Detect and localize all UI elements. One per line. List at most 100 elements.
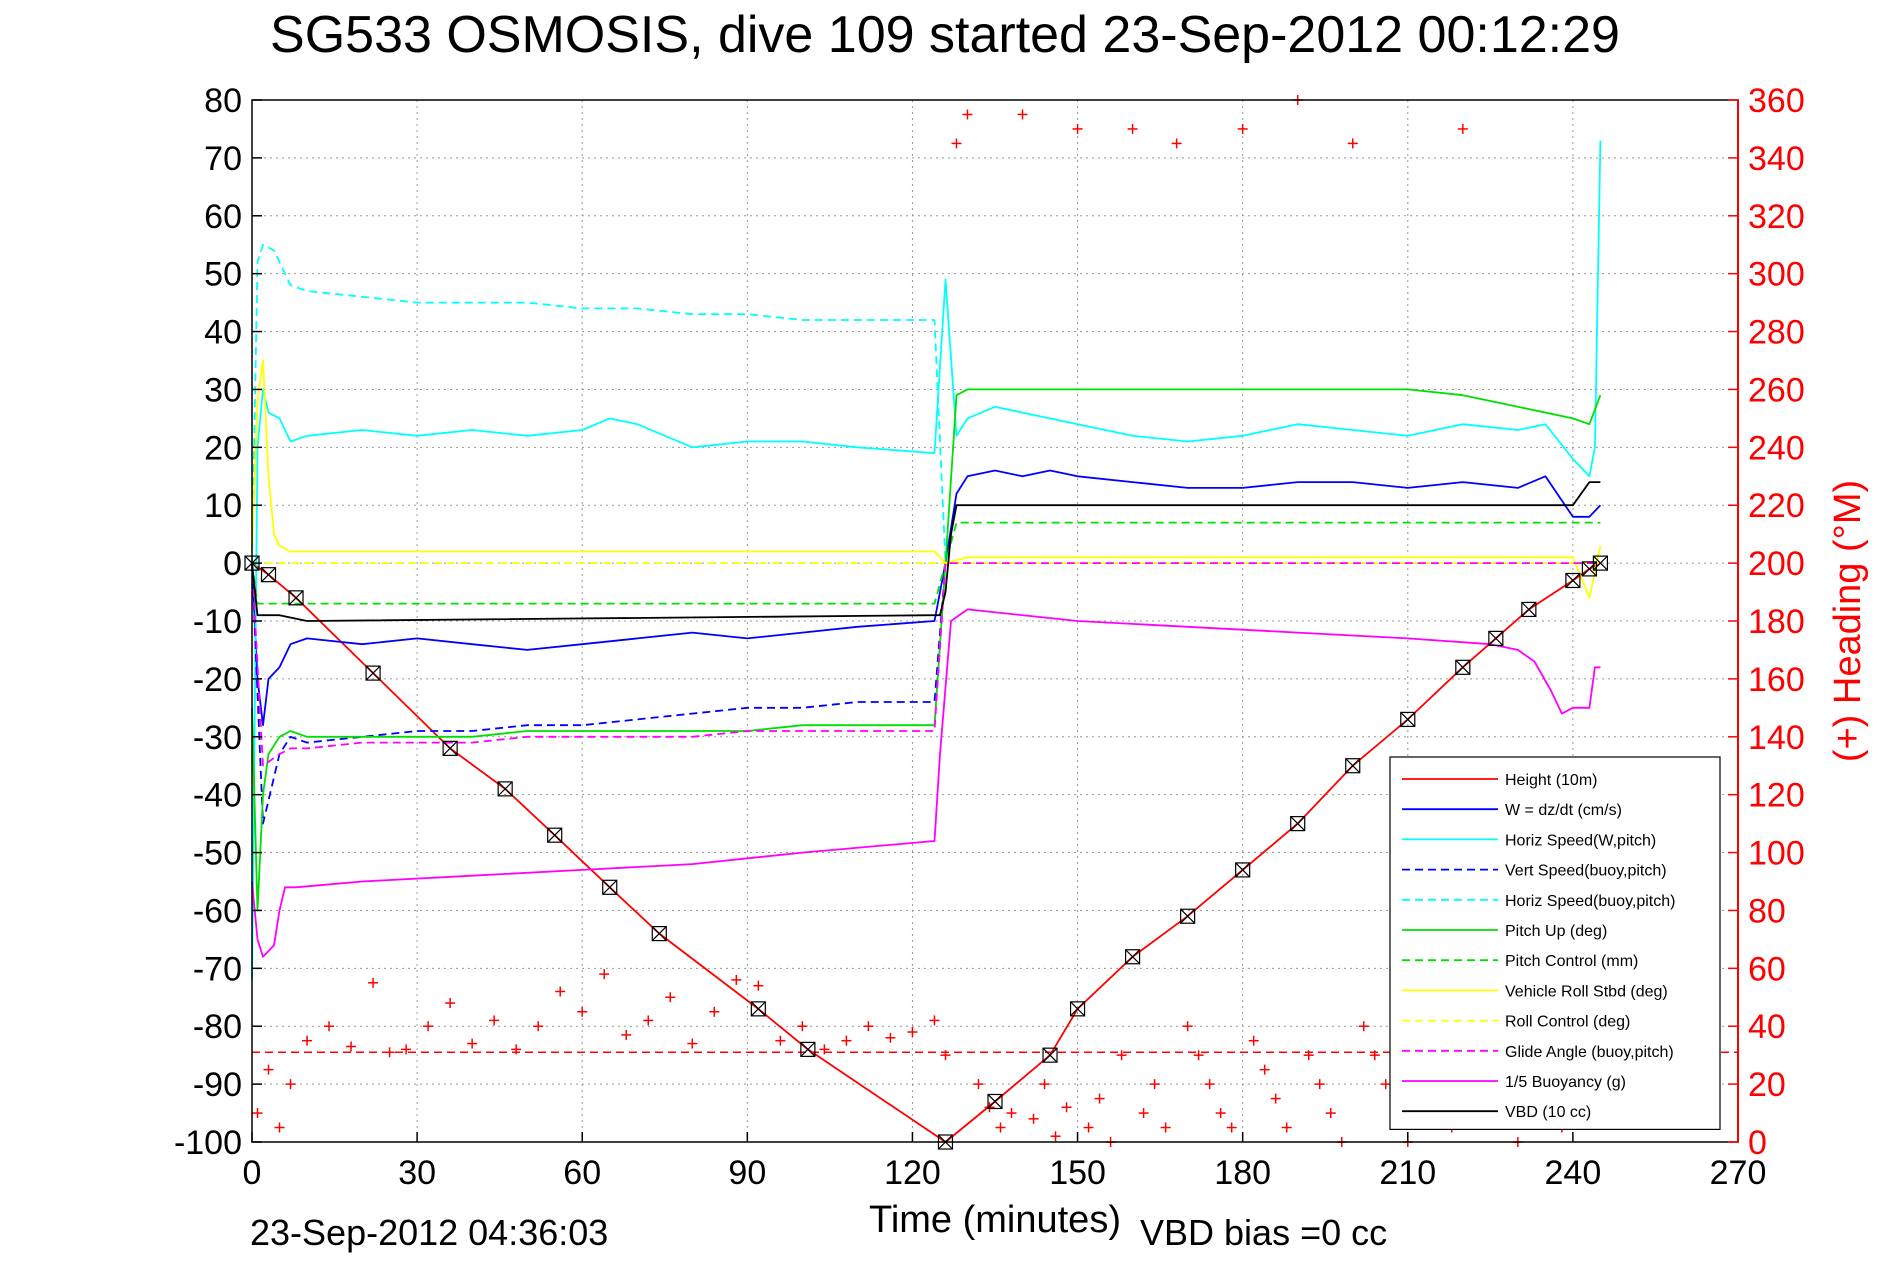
- height-marker: [1345, 758, 1361, 774]
- heading-point: [841, 1035, 852, 1046]
- height-marker: [1180, 908, 1196, 924]
- heading-point: [709, 1006, 720, 1017]
- legend-entry: Vehicle Roll Stbd (deg): [1402, 983, 1668, 1000]
- heading-point: [1149, 1079, 1160, 1090]
- series-layer: [251, 140, 1602, 1143]
- heading-point: [1270, 1093, 1281, 1104]
- x-tick-label: 180: [1214, 1154, 1271, 1192]
- legend-label: 1/5 Buoyancy (g): [1505, 1074, 1626, 1091]
- height-marker: [1042, 1047, 1058, 1063]
- legend-label: Horiz Speed(W,pitch): [1505, 832, 1656, 849]
- x-tick-label: 0: [243, 1154, 262, 1192]
- y-right-tick-label: 240: [1748, 429, 1805, 467]
- series-line-3: [251, 563, 947, 825]
- y-tick-label: 70: [204, 140, 242, 178]
- heading-point: [621, 1029, 632, 1040]
- heading-point: [973, 1079, 984, 1090]
- heading-point: [445, 998, 456, 1009]
- heading-point: [533, 1021, 544, 1032]
- height-marker: [1581, 561, 1598, 577]
- x-axis-label: Time (minutes): [869, 1199, 1121, 1241]
- y-right-tick-label: 20: [1748, 1066, 1786, 1104]
- height-marker: [497, 781, 513, 797]
- heading-point: [263, 1064, 274, 1075]
- legend-entry: Vert Speed(buoy,pitch): [1402, 863, 1667, 880]
- heading-point: [1094, 1093, 1105, 1104]
- heading-point: [368, 977, 379, 988]
- x-tick-label: 150: [1049, 1154, 1106, 1192]
- heading-point: [423, 1021, 434, 1032]
- heading-point: [302, 1035, 313, 1046]
- heading-point: [511, 1044, 522, 1055]
- y-right-tick-label: 60: [1748, 950, 1786, 988]
- y-right-tick-label: 260: [1748, 371, 1805, 409]
- legend-entry: W = dz/dt (cm/s): [1402, 802, 1622, 819]
- x-tick-label: 60: [563, 1154, 601, 1192]
- heading-point: [797, 1021, 808, 1032]
- height-marker: [1069, 1001, 1086, 1017]
- heading-point: [1215, 1108, 1226, 1119]
- y-right-tick-label: 40: [1748, 1008, 1786, 1046]
- heading-point: [1006, 1108, 1017, 1119]
- heading-point: [1116, 1050, 1127, 1061]
- y-right-tick-label: 180: [1748, 603, 1805, 641]
- height-marker: [260, 567, 277, 583]
- heading-point: [1028, 1113, 1039, 1124]
- y-tick-label: -90: [193, 1066, 242, 1104]
- height-marker: [365, 665, 381, 681]
- x-tick-label: 240: [1545, 1154, 1602, 1192]
- legend-label: Pitch Up (deg): [1505, 923, 1607, 940]
- legend-label: Horiz Speed(buoy,pitch): [1505, 893, 1675, 910]
- height-marker: [1488, 630, 1504, 646]
- heading-point: [731, 974, 742, 985]
- heading-point: [401, 1044, 412, 1055]
- y-right-tick-label: 140: [1748, 719, 1805, 757]
- y-right-tick-label: 0: [1748, 1124, 1767, 1162]
- legend-label: Pitch Control (mm): [1505, 953, 1638, 970]
- heading-point: [1380, 1079, 1391, 1090]
- y-tick-label: 10: [204, 487, 242, 525]
- legend-entry: Height (10m): [1402, 772, 1597, 789]
- legend-entry: 1/5 Buoyancy (g): [1402, 1074, 1626, 1091]
- y-axis-left: 80 70 60 50 40 30 20 10 0 -10 -20 -30 -40 -50 -60 -70 -8…: [174, 82, 262, 1162]
- legend-label: VBD (10 cc): [1505, 1104, 1591, 1121]
- series-line-6: [251, 521, 1601, 605]
- x-tick-label: 270: [1710, 1154, 1767, 1192]
- legend-entry: VBD (10 cc): [1402, 1104, 1591, 1121]
- heading-point: [1072, 123, 1083, 134]
- heading-point: [1127, 123, 1138, 134]
- y-right-tick-label: 120: [1748, 777, 1805, 815]
- legend-label: Vehicle Roll Stbd (deg): [1505, 983, 1668, 1000]
- height-marker: [288, 590, 304, 606]
- height-marker: [1521, 601, 1537, 618]
- y-axis-right: 3603403203002802602402202001801601401201…: [1728, 82, 1805, 1162]
- y-tick-label: -50: [193, 835, 242, 873]
- y-tick-label: -70: [193, 950, 242, 988]
- y-tick-label: 0: [223, 545, 242, 583]
- x-tick-label: 120: [884, 1154, 941, 1192]
- y-tick-label: 80: [204, 82, 242, 120]
- height-marker: [547, 827, 563, 843]
- heading-point: [1314, 1079, 1325, 1090]
- heading-point: [285, 1079, 296, 1090]
- height-marker: [1235, 862, 1251, 878]
- x-tick-label: 30: [398, 1154, 436, 1192]
- y-right-tick-label: 280: [1748, 314, 1805, 352]
- height-marker: [987, 1093, 1003, 1110]
- y-tick-label: 30: [204, 371, 242, 409]
- height-marker: [602, 879, 618, 895]
- heading-point: [1204, 1079, 1215, 1090]
- series-line-2: [251, 140, 1602, 980]
- y-tick-label: 50: [204, 256, 242, 294]
- heading-point: [577, 1006, 588, 1017]
- heading-point: [951, 138, 962, 149]
- series-line-9: [251, 562, 1601, 767]
- x-tick-label: 210: [1379, 1154, 1436, 1192]
- height-marker: [800, 1041, 816, 1057]
- y-right-tick-label: 200: [1748, 545, 1805, 583]
- heading-point: [962, 109, 973, 120]
- y-right-tick-label: 220: [1748, 487, 1805, 525]
- height-marker: [1400, 711, 1416, 728]
- y-tick-label: -10: [193, 603, 242, 641]
